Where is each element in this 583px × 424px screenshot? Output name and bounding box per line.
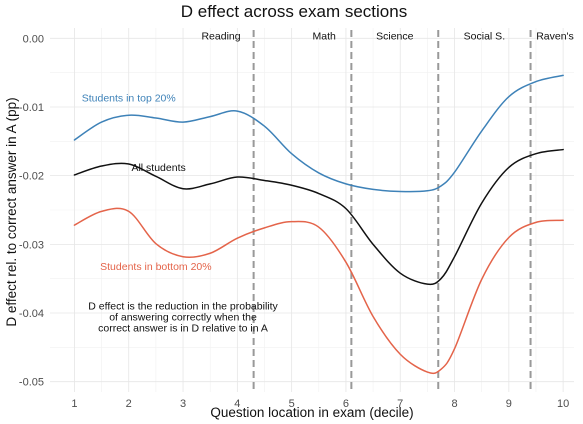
section-label: Social S. [464,31,505,43]
series-label: All students [131,162,185,174]
section-label: Raven's [536,31,574,43]
x-tick-label: 1 [71,398,77,410]
x-tick-label: 6 [343,398,349,410]
x-tick-label: 8 [451,398,457,410]
series-line [73,74,564,193]
x-tick-label: 5 [289,398,295,410]
x-axis-title: Question location in exam (decile) [210,405,413,420]
y-tick-label: 0.00 [23,33,44,45]
x-tick-label: 7 [397,398,403,410]
section-label: Math [313,31,337,43]
annotation-line: of answering correctly when the [109,312,257,324]
section-label: Reading [201,31,240,43]
series-label: Students in top 20% [82,92,176,104]
y-tick-label: -0.05 [19,377,44,389]
y-tick-label: -0.01 [19,102,44,114]
series-label: Students in bottom 20% [100,261,212,273]
y-tick-label: -0.03 [19,239,44,251]
x-tick-label: 10 [557,398,569,410]
series-line [73,207,564,375]
x-tick-label: 9 [506,398,512,410]
x-tick-label: 2 [126,398,132,410]
y-tick-label: -0.04 [19,308,44,320]
plot-area: 1 2 3 4 5 6 7 8 9 10 0.00 -0.01 -0.02 -0.03 -0.04 -0.05… [19,28,574,410]
series-line [73,148,564,286]
y-axis-title: D effect rel. to correct answer in A (pp… [4,97,19,326]
x-tick-label: 4 [234,398,240,410]
section-label: Science [376,31,414,43]
y-tick-label: -0.02 [19,171,44,183]
x-tick-label: 3 [180,398,186,410]
annotation-line: correct answer is in D relative to in A [98,323,268,335]
annotation-line: D effect is the reduction in the probabi… [88,301,278,313]
chart-title: D effect across exam sections [181,2,407,21]
